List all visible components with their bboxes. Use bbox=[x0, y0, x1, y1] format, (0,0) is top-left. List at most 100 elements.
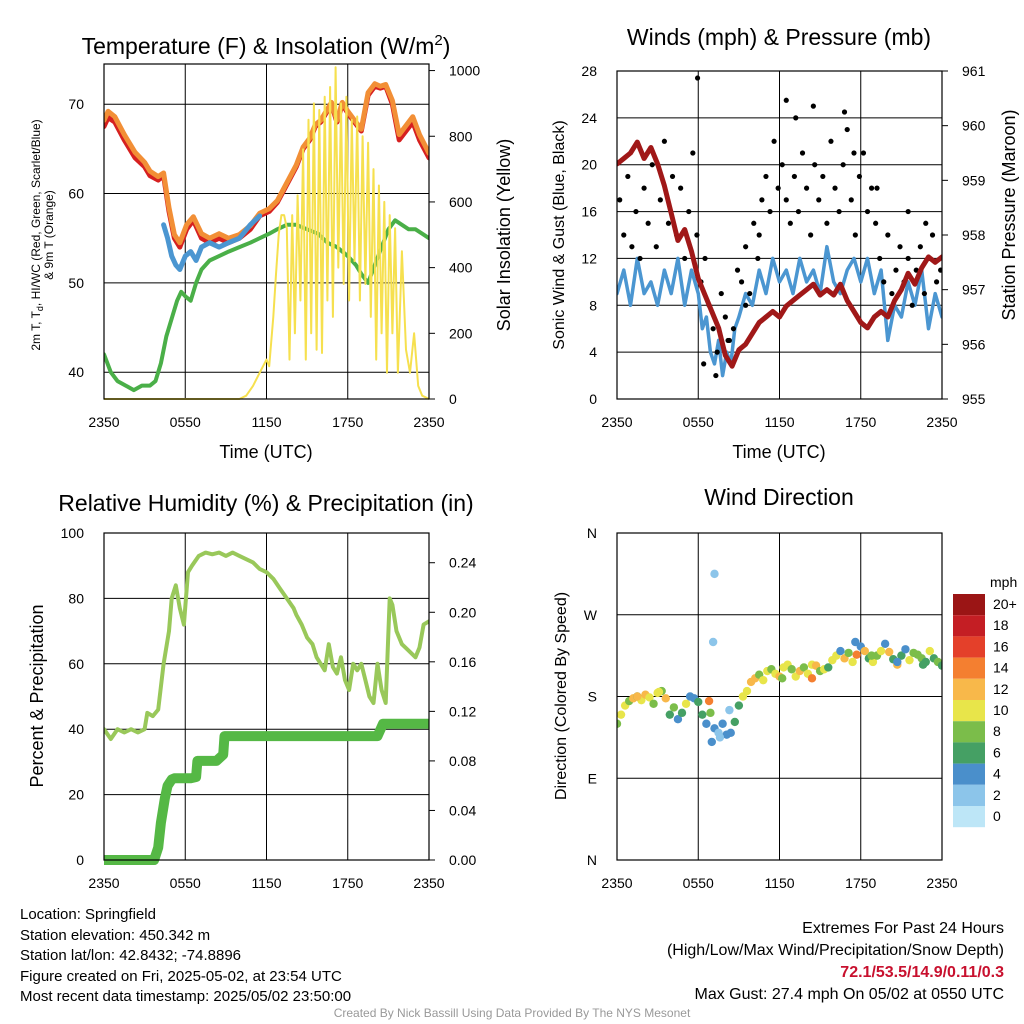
gust-point bbox=[905, 208, 911, 215]
gust-point bbox=[682, 255, 688, 262]
direction-point bbox=[718, 719, 727, 728]
credit-text: Created By Nick Bassill Using Data Provi… bbox=[333, 1006, 691, 1020]
direction-point bbox=[633, 692, 642, 701]
winds-xlabel: Time (UTC) bbox=[732, 442, 825, 462]
location-text: Location: Springfield bbox=[20, 906, 156, 923]
direction-point bbox=[694, 697, 703, 707]
gust-point bbox=[852, 232, 858, 238]
direction-point bbox=[799, 663, 809, 672]
direction-point bbox=[759, 675, 768, 685]
series-sonic-wind bbox=[617, 244, 942, 378]
y-tick-label: 8 bbox=[589, 297, 597, 313]
gust-point bbox=[771, 138, 777, 144]
direction-point bbox=[787, 665, 796, 674]
plot-frame bbox=[616, 532, 943, 861]
gust-point bbox=[844, 126, 850, 133]
gust-point bbox=[694, 232, 700, 238]
y-tick-label: 0 bbox=[589, 391, 597, 407]
y-tick-label: N bbox=[587, 852, 597, 868]
y2-tick-label: 955 bbox=[962, 391, 986, 407]
gust-point bbox=[917, 244, 923, 250]
legend-title: mph bbox=[990, 574, 1017, 590]
gust-point bbox=[629, 244, 635, 250]
gust-point bbox=[751, 220, 757, 226]
legend-label: 4 bbox=[993, 766, 1001, 782]
humidity-panel: 2350 0550 1150 1750 23500204060801000.000.04… bbox=[61, 525, 477, 891]
gust-point bbox=[625, 173, 631, 180]
gust-point bbox=[791, 173, 797, 180]
gust-point bbox=[816, 197, 822, 203]
direction-point bbox=[702, 719, 711, 728]
gust-point bbox=[645, 220, 651, 226]
gust-point bbox=[661, 138, 667, 144]
legend-label: 12 bbox=[993, 681, 1009, 697]
extremes-values: 72.1/53.5/14.9/0.11/0.3 bbox=[840, 964, 1004, 981]
gust-point bbox=[738, 279, 745, 285]
gust-point bbox=[909, 302, 915, 308]
series-group bbox=[617, 569, 942, 747]
direction-point bbox=[742, 686, 752, 696]
legend-swatch bbox=[953, 763, 985, 785]
gust-point bbox=[714, 349, 720, 355]
temp-ylabel-right: Solar Insolation (Yellow) bbox=[494, 139, 514, 331]
x-tick-label: 0550 bbox=[170, 414, 201, 430]
legend-label: 6 bbox=[993, 744, 1001, 760]
y-tick-label: 80 bbox=[68, 590, 84, 606]
svg-text:& 9m T (Orange): & 9m T (Orange) bbox=[42, 190, 56, 280]
plot-frame bbox=[103, 532, 430, 861]
legend-label: 20+ bbox=[993, 596, 1017, 612]
panel-title-temperature: Temperature (F) & Insolation (W/m2) bbox=[82, 32, 451, 59]
series-hi-wc bbox=[161, 213, 263, 272]
legend-swatch bbox=[953, 594, 985, 616]
direction-point bbox=[617, 719, 622, 728]
gust-point bbox=[848, 197, 854, 203]
direction-point bbox=[925, 646, 935, 656]
direction-point bbox=[897, 651, 906, 660]
y-tick-label: W bbox=[584, 607, 598, 623]
gust-point bbox=[763, 173, 769, 180]
gust-point bbox=[893, 267, 899, 273]
gust-point bbox=[820, 173, 826, 180]
legend-label: 8 bbox=[993, 723, 1001, 739]
gust-point bbox=[653, 244, 659, 250]
gust-point bbox=[860, 150, 867, 156]
legend-label: 2 bbox=[993, 787, 1001, 803]
max-gust-text: Max Gust: 27.4 mph On 05/02 at 0550 UTC bbox=[694, 986, 1005, 1003]
gust-point bbox=[832, 185, 838, 191]
x-tick-label: 2350 bbox=[926, 875, 957, 891]
gust-point bbox=[868, 185, 875, 191]
gust-point bbox=[725, 337, 731, 344]
y2-tick-label: 0.04 bbox=[449, 802, 476, 818]
gust-point bbox=[756, 232, 762, 238]
direction-point bbox=[665, 710, 675, 719]
latlon-text: Station lat/lon: 42.8432; -74.8896 bbox=[20, 947, 242, 964]
gust-point bbox=[851, 150, 857, 156]
y-tick-label: 60 bbox=[68, 186, 84, 202]
gust-point bbox=[649, 162, 655, 168]
gust-point bbox=[795, 208, 802, 215]
series-insolation bbox=[104, 66, 429, 400]
y2-tick-label: 960 bbox=[962, 118, 986, 134]
gust-point bbox=[665, 220, 672, 226]
y2-tick-label: 600 bbox=[449, 194, 473, 210]
y2-tick-label: 959 bbox=[962, 172, 986, 188]
extremes-title: Extremes For Past 24 Hours bbox=[802, 920, 1004, 937]
gust-point bbox=[633, 208, 639, 215]
series-station-pressure bbox=[617, 139, 942, 369]
direction-point bbox=[734, 701, 744, 710]
y-tick-label: 100 bbox=[61, 525, 85, 541]
gust-point bbox=[874, 185, 880, 191]
gust-point bbox=[897, 244, 903, 250]
temp-ylabel: 2m T, Td, HI/WC (Red, Green, Scarlet/Blu… bbox=[29, 119, 56, 350]
gust-point bbox=[803, 185, 810, 191]
gust-point bbox=[933, 279, 940, 285]
direction-point bbox=[715, 733, 725, 742]
direction-point bbox=[851, 637, 860, 647]
gust-point bbox=[779, 162, 785, 168]
gust-point bbox=[824, 220, 830, 226]
gust-point bbox=[808, 232, 814, 238]
series-group bbox=[617, 75, 942, 379]
legend-swatch bbox=[953, 700, 985, 722]
y2-tick-label: 0 bbox=[449, 391, 457, 407]
